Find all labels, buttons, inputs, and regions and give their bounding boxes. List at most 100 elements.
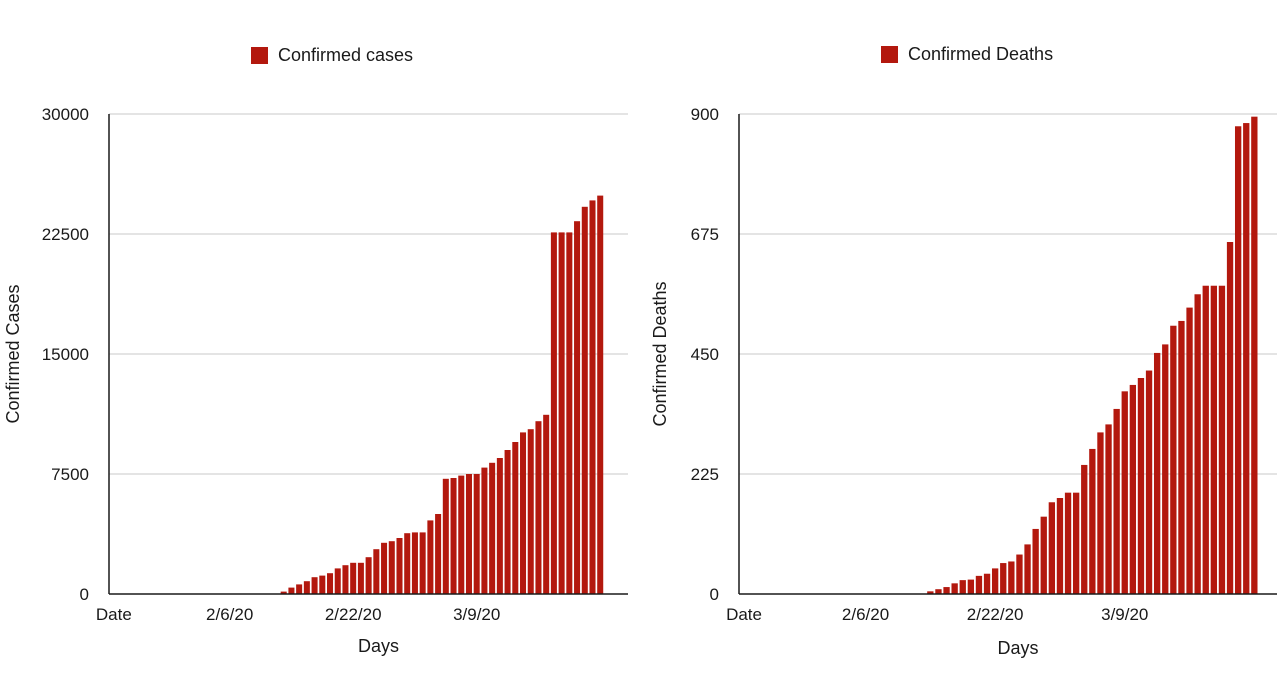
bar (1040, 516, 1047, 594)
bar (496, 458, 503, 594)
y-tick-label: 900 (691, 105, 719, 124)
bar (442, 478, 449, 594)
y-axis-title: Confirmed Deaths (650, 281, 670, 426)
bar (597, 195, 604, 594)
bar (504, 450, 511, 594)
bar (1194, 294, 1201, 594)
bar (543, 414, 550, 594)
bar (1234, 126, 1242, 595)
bar (951, 583, 958, 594)
bar (481, 467, 488, 594)
bar (1064, 492, 1072, 594)
x-tick-label: Date (96, 605, 132, 624)
y-tick-label: 15000 (42, 345, 89, 364)
bar (350, 562, 357, 594)
bar (943, 587, 950, 594)
bar (489, 462, 496, 594)
bar (404, 533, 411, 594)
bar (1218, 285, 1226, 594)
chart-legend: Confirmed cases (251, 45, 413, 66)
bar (935, 589, 942, 594)
bar (1089, 448, 1096, 594)
bar (520, 432, 527, 594)
bar (581, 206, 588, 595)
bar (334, 568, 341, 594)
bar (1081, 464, 1088, 594)
bar (411, 532, 418, 594)
bar-plot: 0 225 450 675 900 Date 2/6/20 2/22/20 3/9/20 Days… (650, 105, 1277, 658)
x-tick-label: 3/9/20 (453, 605, 500, 624)
bar (589, 200, 596, 594)
bar (435, 514, 442, 594)
bar (535, 421, 542, 594)
bar (357, 562, 364, 594)
bar (927, 591, 934, 594)
bar (1210, 285, 1218, 594)
bar (1008, 561, 1015, 594)
bar (427, 520, 434, 594)
bar (458, 475, 465, 594)
legend-swatch (251, 47, 268, 64)
bar (342, 565, 349, 594)
y-tick-label: 450 (691, 345, 719, 364)
bar (1121, 391, 1128, 594)
bar (512, 442, 519, 594)
y-tick-label: 675 (691, 225, 719, 244)
bar (465, 474, 472, 594)
bar (288, 587, 295, 594)
x-tick-label: Date (726, 605, 762, 624)
bar (1048, 502, 1056, 594)
bar (296, 584, 303, 594)
y-tick-label: 30000 (42, 105, 89, 124)
bar (1153, 352, 1161, 594)
bar (1000, 563, 1007, 594)
x-tick-label: 2/22/20 (325, 605, 382, 624)
bar (396, 538, 403, 594)
bar (1024, 544, 1031, 594)
bar (566, 232, 573, 594)
bar (1186, 307, 1193, 594)
bar (1170, 325, 1177, 594)
bar (365, 557, 372, 594)
x-tick-label: 3/9/20 (1101, 605, 1148, 624)
bar (1243, 123, 1250, 595)
bar (319, 575, 326, 594)
x-tick-label: 2/22/20 (967, 605, 1024, 624)
y-tick-label: 7500 (51, 465, 89, 484)
bar (1162, 344, 1169, 594)
x-tick-label: 2/6/20 (206, 605, 253, 624)
bar (983, 573, 991, 594)
bar (558, 232, 565, 594)
bar (991, 568, 999, 594)
y-tick-label: 0 (710, 585, 719, 604)
y-tick-label: 225 (691, 465, 719, 484)
bar (473, 474, 480, 594)
x-axis-title: Days (997, 638, 1038, 658)
x-tick-label: 2/6/20 (842, 605, 889, 624)
legend-label: Confirmed Deaths (908, 44, 1054, 64)
confirmed-cases-chart: Confirmed cases 0 7500 15000 22500 30000 Date… (3, 45, 628, 656)
legend-swatch (881, 46, 898, 63)
bar (967, 579, 975, 594)
bar-plot: 0 7500 15000 22500 30000 Date 2/6/20 2/22/20 3/9… (3, 105, 628, 656)
bar (550, 232, 557, 594)
bar (327, 573, 334, 594)
chart-legend: Confirmed Deaths (881, 44, 1053, 65)
bar (1202, 285, 1209, 594)
bar (303, 581, 310, 594)
bar (381, 542, 388, 594)
bar (1226, 242, 1234, 594)
bar (311, 577, 318, 594)
bar (1137, 378, 1145, 594)
bar (388, 541, 395, 594)
bar (1251, 116, 1258, 595)
y-tick-label: 22500 (42, 225, 89, 244)
confirmed-deaths-chart: Confirmed Deaths 0 225 450 675 900 Date 2/6/20… (640, 0, 1280, 695)
legend-label: Confirmed cases (278, 45, 414, 65)
bar (527, 429, 534, 594)
bar (373, 549, 380, 594)
bar (1056, 498, 1064, 594)
y-axis-title: Confirmed Cases (3, 284, 23, 423)
bar (959, 580, 966, 594)
bar (1097, 432, 1104, 594)
